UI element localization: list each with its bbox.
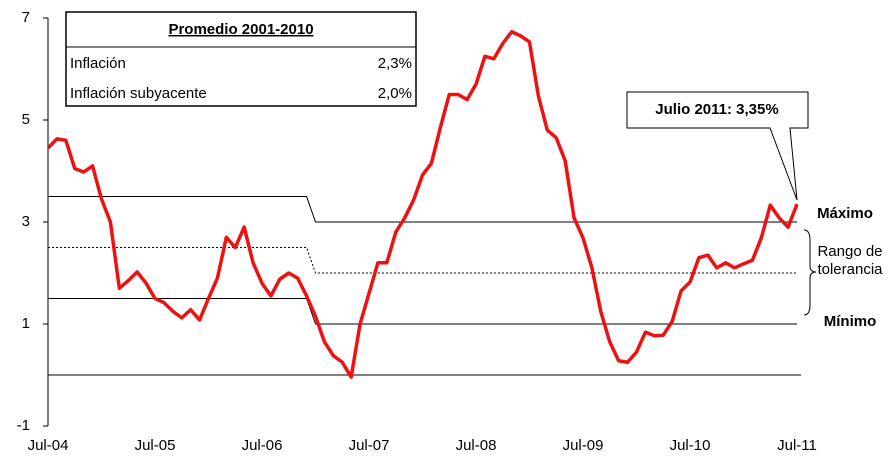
callout-box xyxy=(626,91,809,201)
x-tick-label: Jul-04 xyxy=(28,437,69,454)
table-cell: 2,0% xyxy=(378,85,412,102)
center-line xyxy=(48,247,797,274)
summary-table xyxy=(65,11,417,107)
x-tick-label: Jul-08 xyxy=(456,437,497,454)
callout-text: Julio 2011: 3,35% xyxy=(655,101,778,118)
brace xyxy=(803,229,817,316)
max-label: Máximo xyxy=(817,205,873,222)
x-tick-label: Jul-07 xyxy=(349,437,390,454)
x-tick-label: Jul-09 xyxy=(563,437,604,454)
inflation-line xyxy=(46,30,799,379)
band-line xyxy=(48,196,797,223)
table-cell: Inflación subyacente xyxy=(70,85,207,102)
y-tick-label: 5 xyxy=(22,111,30,128)
x-tick-label: Jul-06 xyxy=(242,437,283,454)
x-tick-label: Jul-10 xyxy=(670,437,711,454)
range-label: Rango de xyxy=(817,243,882,260)
x-tick-label: Jul-11 xyxy=(777,437,817,454)
table-title: Promedio 2001-2010 xyxy=(168,21,313,38)
range-label: tolerancia xyxy=(817,261,883,278)
y-tick-label: 7 xyxy=(22,9,30,26)
min-label: Mínimo xyxy=(824,313,877,330)
table-cell: Inflación xyxy=(70,55,126,72)
table-cell: 2,3% xyxy=(378,55,412,72)
x-tick-label: Jul-05 xyxy=(135,437,176,454)
y-tick-label: 1 xyxy=(22,315,30,332)
y-tick-label: -1 xyxy=(17,417,30,434)
y-tick-label: 3 xyxy=(22,213,30,230)
